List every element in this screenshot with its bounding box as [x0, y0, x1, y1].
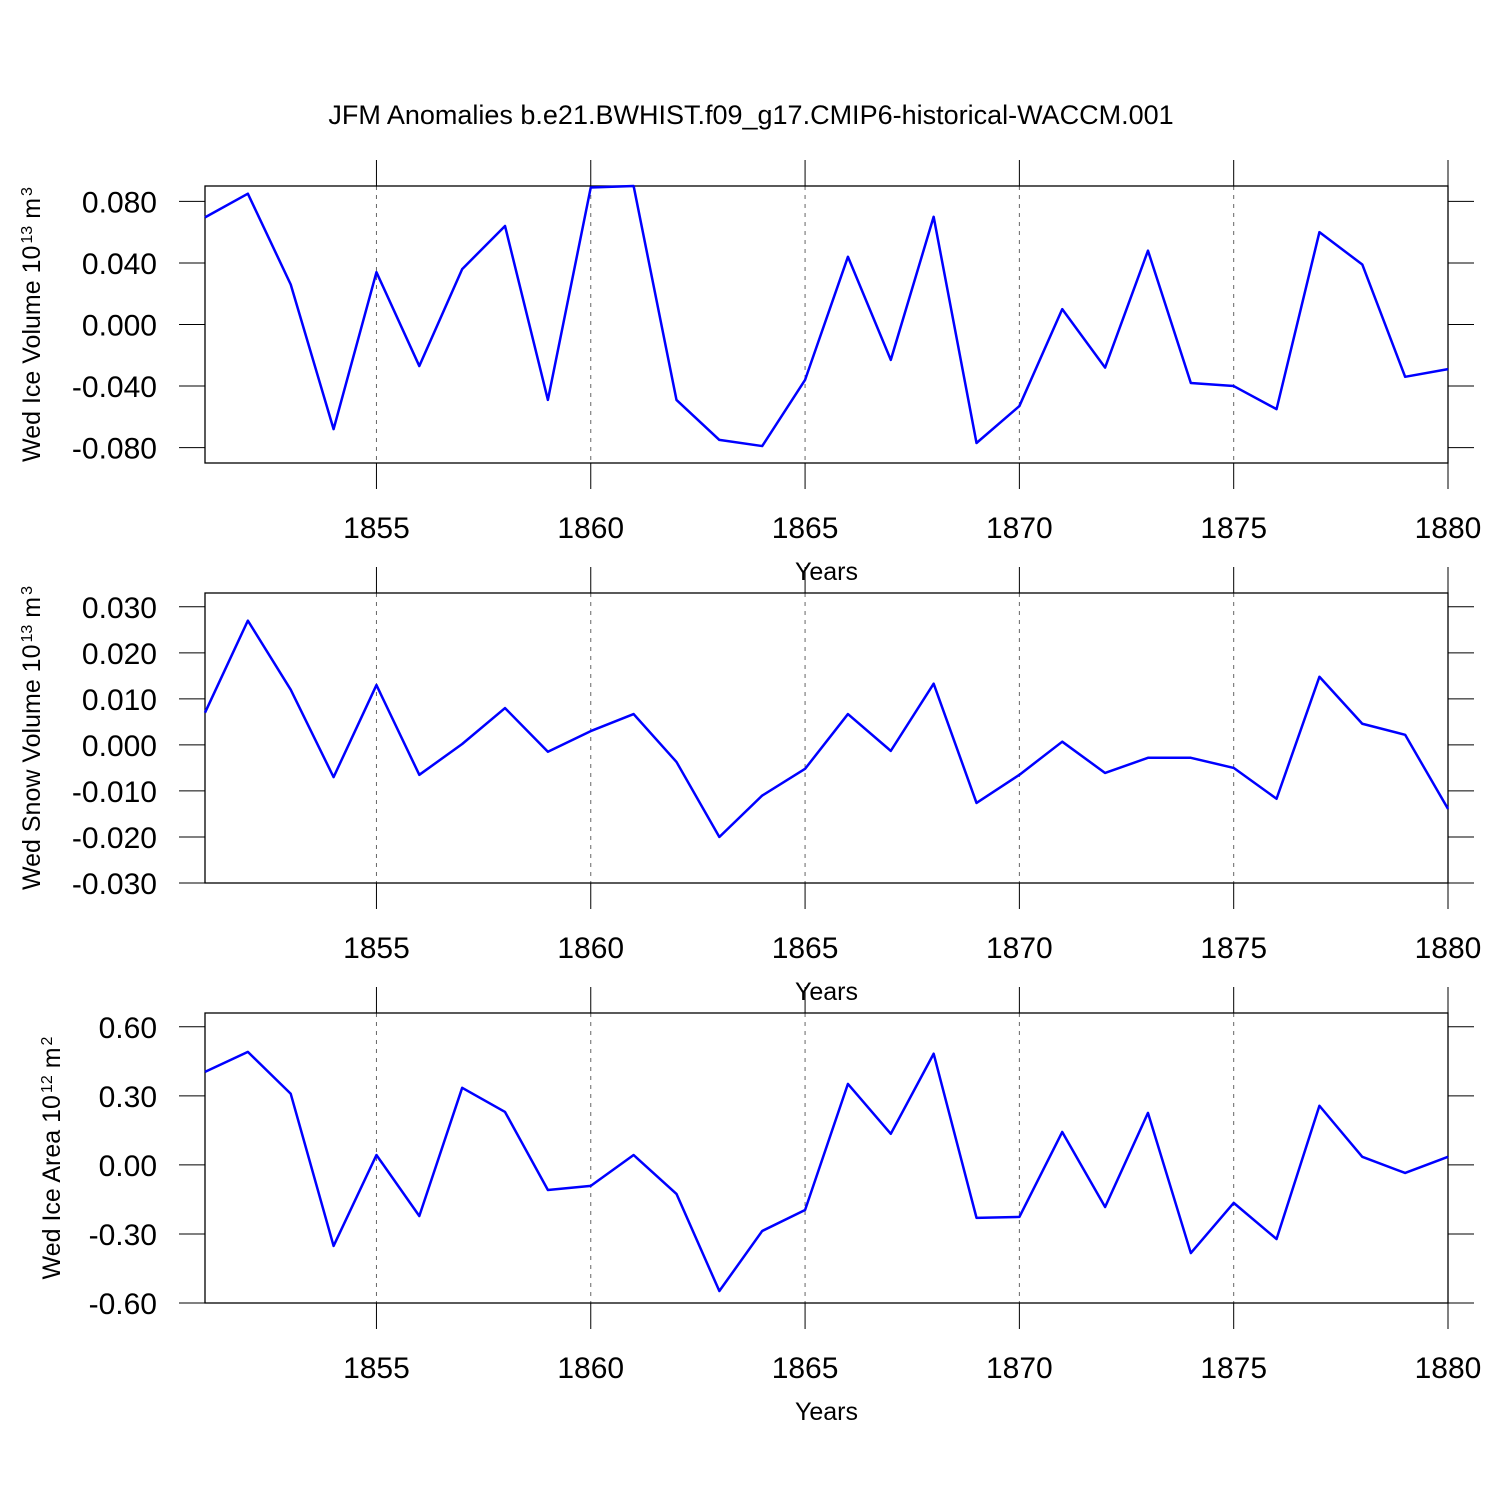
y-tick-label: 0.020 — [82, 638, 157, 671]
x-tick-label: 1875 — [1200, 1352, 1267, 1385]
y-tick-label: -0.030 — [72, 868, 157, 901]
x-tick-label: 1880 — [1415, 932, 1482, 965]
y-tick-label: -0.040 — [72, 371, 157, 404]
x-tick-label: 1870 — [986, 1352, 1053, 1385]
x-tick-label: 1855 — [343, 1352, 410, 1385]
x-axis-label: Years — [795, 978, 858, 1006]
y-axis-label-part: Wed Snow Volume 10 — [18, 645, 46, 891]
y-axis-label-exponent: 12 — [39, 1075, 56, 1093]
y-tick-label: -0.010 — [72, 776, 157, 809]
x-tick-label: 1855 — [343, 512, 410, 545]
y-axis-label-exponent: 13 — [19, 226, 36, 244]
x-tick-label: 1865 — [772, 512, 839, 545]
plot-frame — [204, 1012, 1449, 1304]
y-tick-label: 0.000 — [82, 310, 157, 343]
y-tick-label: -0.60 — [89, 1288, 157, 1321]
y-axis-label-part: Wed Ice Volume 10 — [18, 246, 46, 462]
y-tick-label: -0.080 — [72, 433, 157, 466]
x-tick-label: 1855 — [343, 932, 410, 965]
y-tick-label: 0.60 — [99, 1012, 157, 1045]
y-tick-label: -0.020 — [72, 822, 157, 855]
x-tick-label: 1875 — [1200, 512, 1267, 545]
y-axis-label-exponent: 13 — [19, 625, 36, 643]
data-line — [203, 619, 1450, 839]
x-tick-label: 1880 — [1415, 1352, 1482, 1385]
y-axis-label-part: m — [38, 1047, 66, 1068]
data-line — [204, 184, 1449, 448]
y-axis-label: Wed Ice Volume 10 13 m 3 — [18, 187, 46, 462]
x-tick-label: 1865 — [772, 932, 839, 965]
x-axis-label: Years — [795, 558, 858, 586]
y-axis-label: Wed Ice Area 10 12 m 2 — [38, 1036, 66, 1279]
plot-frame — [204, 185, 1449, 464]
x-tick-label: 1880 — [1415, 512, 1482, 545]
y-axis-label-part: m — [18, 597, 46, 618]
y-axis-label-exponent: 2 — [39, 1036, 56, 1045]
y-axis-label-part: m — [18, 198, 46, 219]
y-axis-label-exponent: 3 — [19, 586, 36, 595]
y-axis-label-part: Wed Ice Area 10 — [38, 1095, 66, 1279]
x-tick-label: 1875 — [1200, 932, 1267, 965]
y-tick-label: 0.000 — [82, 730, 157, 763]
plot-frame — [204, 592, 1449, 884]
y-tick-label: 0.040 — [82, 248, 157, 281]
y-axis-label-exponent: 3 — [19, 187, 36, 196]
x-tick-label: 1870 — [986, 512, 1053, 545]
x-tick-label: 1860 — [557, 932, 624, 965]
x-tick-label: 1865 — [772, 1352, 839, 1385]
y-tick-label: 0.30 — [99, 1081, 157, 1114]
y-tick-label: 0.010 — [82, 684, 157, 717]
x-tick-label: 1860 — [557, 1352, 624, 1385]
x-axis-label: Years — [795, 1398, 858, 1426]
figure-title: JFM Anomalies b.e21.BWHIST.f09_g17.CMIP6… — [328, 100, 1173, 130]
x-tick-label: 1870 — [986, 932, 1053, 965]
y-tick-label: 0.030 — [82, 592, 157, 625]
y-tick-label: 0.00 — [99, 1150, 157, 1183]
y-axis-label: Wed Snow Volume 10 13 m 3 — [18, 586, 46, 890]
x-tick-label: 1860 — [557, 512, 624, 545]
data-line — [204, 1050, 1449, 1293]
y-tick-label: -0.30 — [89, 1219, 157, 1252]
y-tick-label: 0.080 — [82, 186, 157, 219]
